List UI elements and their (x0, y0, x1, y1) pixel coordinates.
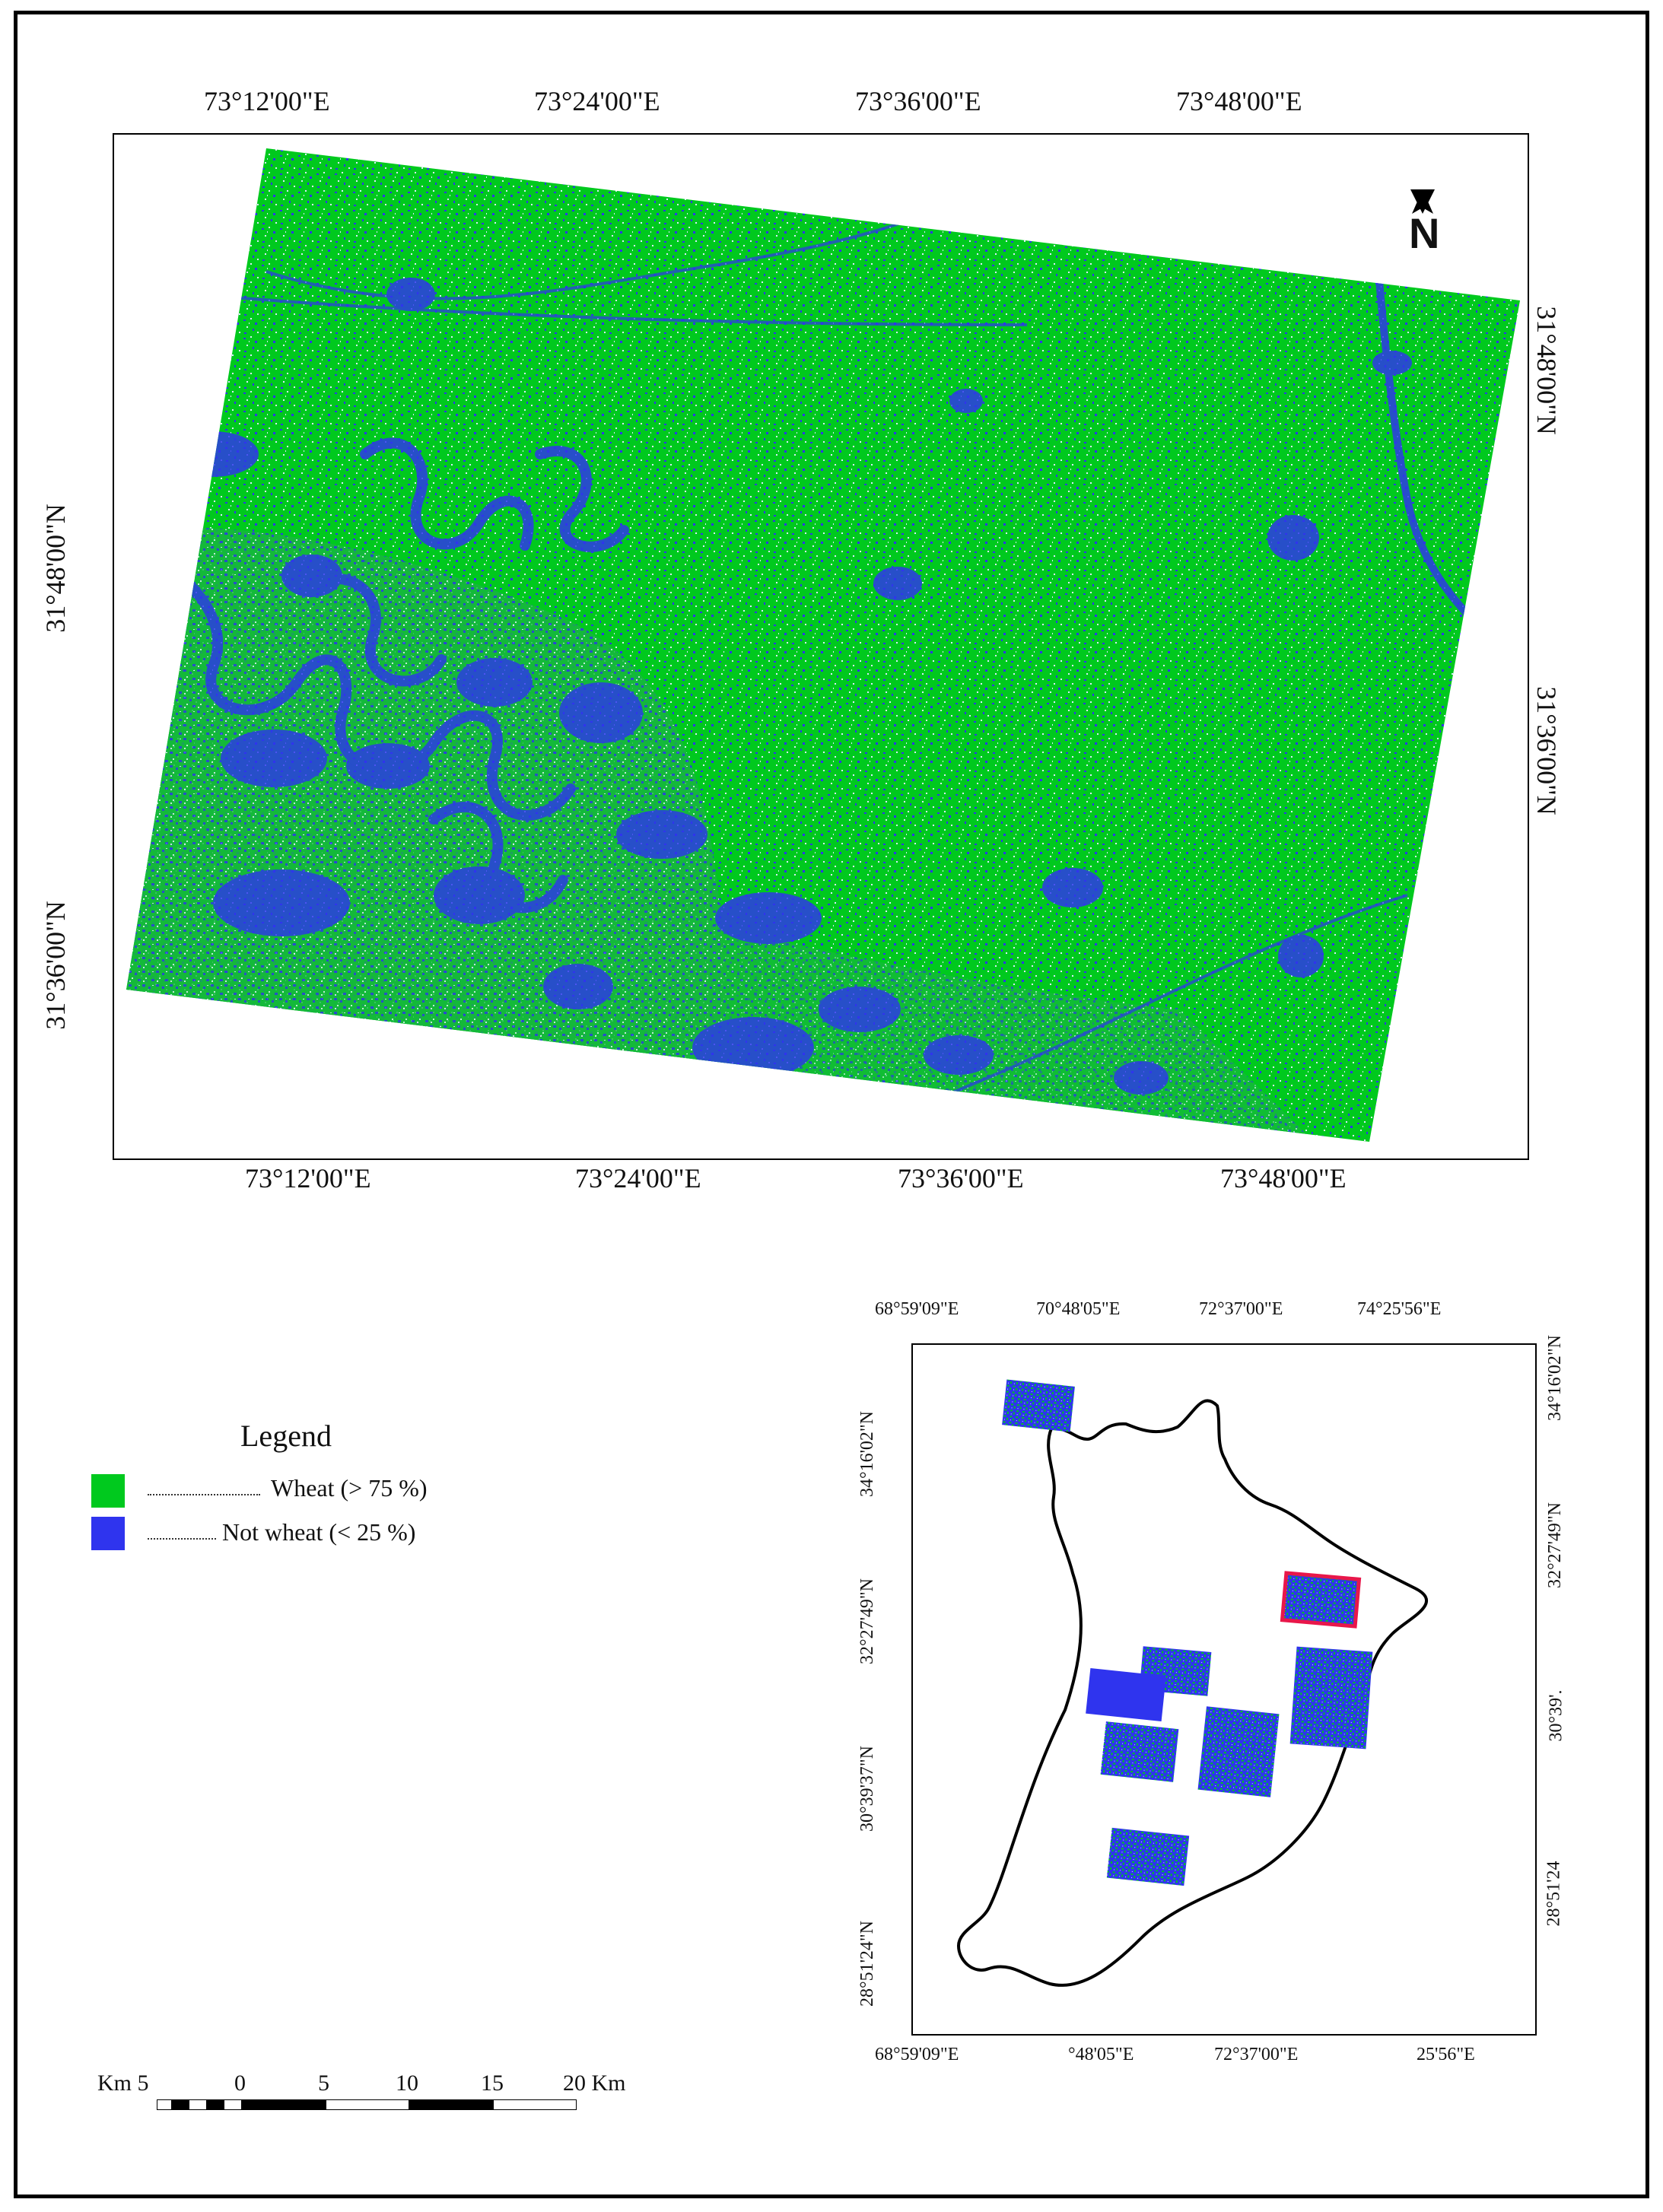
main-top-lon-label: 73°24'00"E (534, 86, 660, 116)
scale-bar (157, 2099, 577, 2110)
main-bottom-lon-label: 73°48'00"E (1220, 1163, 1347, 1193)
scale-segment (241, 2100, 326, 2109)
main-left-lat-label: 31°48'00"N (40, 504, 71, 633)
inset-right-lat-label: 32°27'49"N (1545, 1502, 1566, 1589)
main-bottom-lon-label: 73°36'00"E (898, 1163, 1024, 1193)
scale-label: 10 (396, 2071, 418, 2096)
inset-top-lon-label: 68°59'09"E (875, 1299, 959, 1319)
wheat-classification-map (126, 148, 1520, 1142)
inset-left-lat-label: 32°27'49"N (857, 1578, 878, 1665)
main-top-lon-label: 73°36'00"E (855, 86, 981, 116)
main-bottom-lon-label: 73°12'00"E (245, 1163, 371, 1193)
scale-segment (409, 2100, 494, 2109)
scale-label: 15 (481, 2071, 504, 2096)
study-tile (1100, 1721, 1179, 1782)
scale-label: Km 5 (97, 2071, 149, 2096)
inset-right-lat-label: 34°16'02"N (1545, 1334, 1566, 1422)
study-tile (1002, 1379, 1075, 1432)
legend-swatch-wheat (91, 1474, 125, 1508)
main-top-lon-label: 73°48'00"E (1176, 86, 1302, 116)
inset-bottom-lon-label: 25'56"E (1417, 2045, 1475, 2064)
inset-top-lon-label: 72°37'00"E (1199, 1299, 1283, 1319)
main-map-frame (113, 133, 1529, 1160)
study-area-highlight (1280, 1571, 1362, 1629)
location-inset-map (911, 1343, 1537, 2036)
legend-leader (148, 1494, 260, 1495)
scale-segment (206, 2100, 224, 2109)
inset-right-lat-label: 28°51'24 (1544, 1861, 1564, 1927)
legend-title: Legend (240, 1419, 332, 1453)
study-tile (1106, 1827, 1190, 1886)
scale-label: 20 Km (563, 2071, 626, 2096)
legend-swatch-not-wheat (91, 1517, 125, 1550)
main-top-lon-label: 73°12'00"E (204, 86, 330, 116)
inset-bottom-lon-label: 68°59'09"E (875, 2045, 959, 2064)
study-tile (1197, 1706, 1280, 1797)
inset-bottom-lon-label: 72°37'00"E (1214, 2045, 1299, 2064)
main-right-lat-label: 31°48'00"N (1531, 306, 1562, 435)
inset-left-lat-label: 30°39'37"N (857, 1745, 878, 1832)
north-arrow-label: N (1409, 209, 1440, 257)
north-arrow-icon (1410, 189, 1435, 214)
inset-right-lat-label: 30°39'. (1546, 1689, 1566, 1742)
legend-label-not-wheat: Not wheat (< 25 %) (222, 1518, 416, 1546)
main-bottom-lon-label: 73°24'00"E (575, 1163, 701, 1193)
main-right-lat-label: 31°36'00"N (1531, 686, 1562, 815)
punjab-province-outline (957, 1379, 1428, 1987)
inset-top-lon-label: 74°25'56"E (1357, 1299, 1442, 1319)
study-tile (1289, 1646, 1373, 1750)
inset-left-lat-label: 34°16'02"N (857, 1410, 878, 1498)
scale-label: 5 (318, 2071, 329, 2096)
scale-label: 0 (234, 2071, 246, 2096)
inset-left-lat-label: 28°51'24"N (857, 1920, 878, 2007)
legend-leader (148, 1538, 216, 1540)
inset-bottom-lon-label: °48'05"E (1068, 2045, 1134, 2064)
study-tile (1086, 1667, 1166, 1722)
main-left-lat-label: 31°36'00"N (40, 901, 71, 1030)
figure-frame (14, 11, 1649, 2198)
inset-top-lon-label: 70°48'05"E (1036, 1299, 1121, 1319)
scale-segment (171, 2100, 189, 2109)
legend-label-wheat: Wheat (> 75 %) (271, 1474, 428, 1502)
